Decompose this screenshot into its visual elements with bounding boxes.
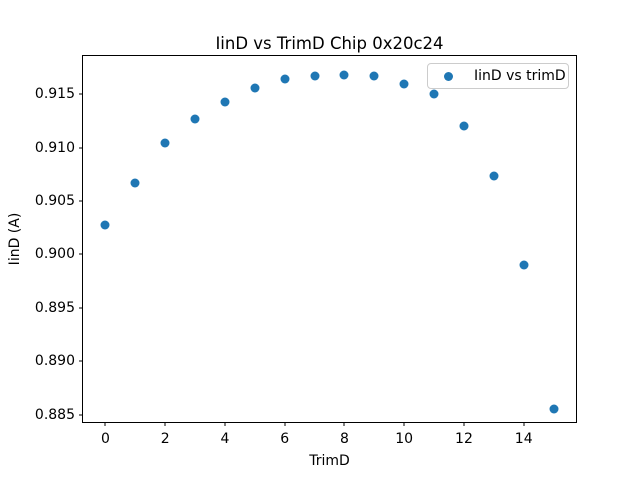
- x-tick-label: 2: [160, 431, 170, 447]
- x-tick-label: 10: [395, 431, 414, 447]
- scatter-point: [549, 404, 559, 414]
- y-tick-mark: [79, 414, 83, 416]
- y-tick-label: 0.910: [34, 139, 75, 156]
- scatter-point: [489, 171, 499, 180]
- y-tick-mark: [79, 200, 83, 202]
- y-tick-label: 0.885: [34, 406, 75, 423]
- x-tick-mark: [164, 422, 166, 426]
- scatter-point: [190, 114, 200, 124]
- scatter-point: [100, 220, 110, 230]
- y-tick-mark: [79, 307, 83, 309]
- x-tick-mark: [463, 422, 465, 426]
- y-tick-label: 0.905: [34, 193, 75, 210]
- y-axis-label: IinD (A): [7, 212, 23, 266]
- x-tick-mark: [104, 422, 106, 426]
- chart-title: IinD vs TrimD Chip 0x20c24: [215, 34, 444, 53]
- x-tick-label: 14: [514, 431, 533, 447]
- scatter-point: [369, 71, 379, 81]
- y-tick-mark: [79, 253, 83, 255]
- scatter-point: [429, 89, 439, 99]
- y-tick-mark: [79, 360, 83, 362]
- scatter-point: [220, 97, 230, 107]
- plot-area: IinD vs trimD 0 2 4 6 8 10 12 14 0.885 0.890 0.895…: [35, 55, 577, 447]
- x-tick-label: 8: [339, 431, 349, 447]
- legend-marker-dot: [444, 71, 453, 81]
- x-tick-label: 0: [100, 431, 110, 447]
- scatter-point: [160, 138, 170, 148]
- scatter-point: [339, 70, 349, 80]
- y-tick-mark: [79, 147, 83, 149]
- scatter-point: [519, 260, 529, 270]
- legend-series-label: IinD vs trimD: [474, 68, 566, 84]
- scatter-point: [250, 83, 260, 93]
- x-axis-label: TrimD: [309, 453, 350, 469]
- y-tick-label: 0.890: [34, 353, 75, 370]
- y-tick-label: 0.900: [34, 246, 75, 263]
- y-tick-mark: [79, 93, 83, 95]
- x-tick-mark: [224, 422, 226, 426]
- x-tick-mark: [284, 422, 286, 426]
- y-tick-label: 0.895: [34, 299, 75, 316]
- legend: IinD vs trimD: [427, 63, 569, 89]
- x-tick-mark: [403, 422, 405, 426]
- scatter-point: [310, 71, 320, 81]
- x-tick-label: 4: [220, 431, 230, 447]
- x-tick-label: 12: [455, 431, 473, 447]
- scatter-point: [130, 178, 140, 188]
- scatter-point: [459, 121, 469, 131]
- x-tick-mark: [523, 422, 525, 426]
- y-tick-label: 0.915: [34, 86, 75, 103]
- scatter-point: [399, 79, 409, 89]
- x-tick-mark: [343, 422, 345, 426]
- x-tick-label: 6: [280, 431, 290, 447]
- scatter-point: [280, 74, 290, 84]
